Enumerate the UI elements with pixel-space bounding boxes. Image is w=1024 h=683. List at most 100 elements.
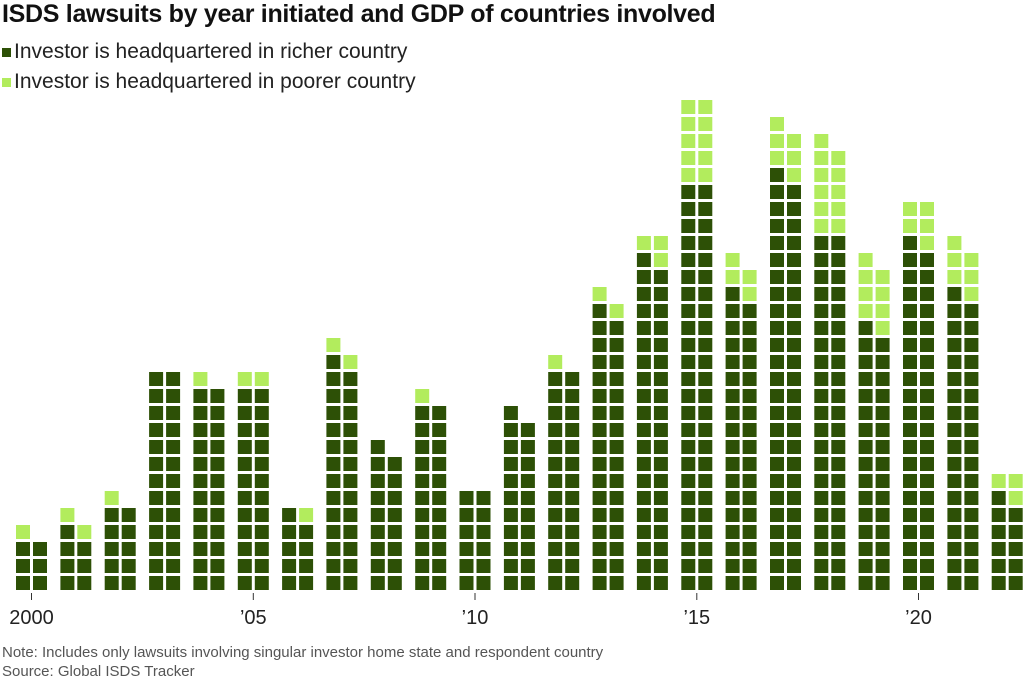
waffle-cell-richer bbox=[947, 406, 962, 420]
waffle-cell-richer bbox=[770, 406, 784, 420]
waffle-cell-richer bbox=[920, 474, 934, 488]
waffle-cell-richer bbox=[681, 440, 696, 454]
waffle-cell-richer bbox=[254, 542, 269, 556]
waffle-cell-poorer bbox=[681, 134, 696, 148]
waffle-cell-poorer bbox=[831, 219, 846, 233]
waffle-cell-poorer bbox=[787, 134, 801, 148]
waffle-cell-richer bbox=[210, 457, 225, 471]
waffle-cell-richer bbox=[770, 338, 784, 352]
waffle-cell-richer bbox=[964, 491, 979, 505]
waffle-cell-richer bbox=[725, 338, 740, 352]
waffle-cell-poorer bbox=[698, 117, 713, 131]
waffle-cell-richer bbox=[326, 542, 341, 556]
waffle-cell-richer bbox=[725, 525, 740, 539]
waffle-cell-richer bbox=[875, 491, 890, 505]
waffle-cell-richer bbox=[814, 457, 829, 471]
chart-title: ISDS lawsuits by year initiated and GDP … bbox=[2, 0, 716, 28]
waffle-cell-richer bbox=[16, 576, 30, 590]
waffle-cell-richer bbox=[520, 542, 535, 556]
waffle-cell-richer bbox=[920, 287, 934, 301]
waffle-cell-richer bbox=[787, 270, 801, 284]
waffle-cell-richer bbox=[770, 287, 784, 301]
waffle-cell-richer bbox=[681, 185, 696, 199]
waffle-cell-richer bbox=[858, 372, 873, 386]
waffle-cell-richer bbox=[343, 525, 358, 539]
waffle-cell-richer bbox=[787, 576, 801, 590]
waffle-cell-richer bbox=[875, 474, 890, 488]
waffle-cell-richer bbox=[370, 508, 385, 522]
waffle-cell-richer bbox=[592, 491, 607, 505]
waffle-cell-richer bbox=[698, 525, 713, 539]
waffle-cell-richer bbox=[520, 508, 535, 522]
waffle-cell-richer bbox=[742, 491, 757, 505]
waffle-cell-richer bbox=[964, 542, 979, 556]
waffle-cell-richer bbox=[166, 559, 181, 573]
waffle-cell-richer bbox=[459, 559, 474, 573]
waffle-cell-richer bbox=[166, 542, 181, 556]
waffle-cell-richer bbox=[503, 525, 518, 539]
waffle-cell-richer bbox=[343, 576, 358, 590]
waffle-cell-poorer bbox=[831, 151, 846, 165]
waffle-cell-richer bbox=[503, 508, 518, 522]
waffle-cell-richer bbox=[831, 321, 846, 335]
waffle-cell-richer bbox=[770, 542, 784, 556]
waffle-cell-richer bbox=[166, 440, 181, 454]
waffle-cell-richer bbox=[920, 423, 934, 437]
waffle-cell-richer bbox=[210, 491, 225, 505]
waffle-cell-richer bbox=[476, 542, 491, 556]
waffle-cell-poorer bbox=[653, 253, 668, 267]
waffle-cell-poorer bbox=[964, 270, 979, 284]
waffle-cell-poorer bbox=[814, 151, 829, 165]
waffle-cell-richer bbox=[920, 355, 934, 369]
waffle-cell-richer bbox=[592, 321, 607, 335]
waffle-cell-richer bbox=[698, 559, 713, 573]
waffle-cell-richer bbox=[920, 372, 934, 386]
waffle-cell-poorer bbox=[681, 168, 696, 182]
waffle-cell-richer bbox=[592, 372, 607, 386]
legend-item-richer: Investor is headquartered in richer coun… bbox=[2, 40, 407, 64]
waffle-cell-richer bbox=[814, 389, 829, 403]
waffle-cell-richer bbox=[698, 440, 713, 454]
waffle-cell-richer bbox=[787, 389, 801, 403]
waffle-cell-richer bbox=[193, 389, 208, 403]
waffle-cell-richer bbox=[237, 457, 252, 471]
waffle-cell-richer bbox=[742, 389, 757, 403]
waffle-cell-richer bbox=[193, 457, 208, 471]
waffle-cell-richer bbox=[903, 440, 917, 454]
waffle-cell-richer bbox=[875, 338, 890, 352]
waffle-cell-richer bbox=[149, 457, 164, 471]
waffle-cell-richer bbox=[725, 576, 740, 590]
waffle-cell-richer bbox=[964, 321, 979, 335]
waffle-cell-richer bbox=[503, 559, 518, 573]
waffle-cell-richer bbox=[636, 355, 651, 369]
waffle-cell-richer bbox=[787, 253, 801, 267]
waffle-cell-richer bbox=[520, 491, 535, 505]
waffle-cell-richer bbox=[636, 372, 651, 386]
waffle-cell-richer bbox=[326, 406, 341, 420]
waffle-cell-richer bbox=[299, 576, 314, 590]
waffle-cell-richer bbox=[1008, 525, 1023, 539]
waffle-cell-richer bbox=[193, 423, 208, 437]
waffle-cell-richer bbox=[947, 508, 962, 522]
waffle-cell-richer bbox=[653, 474, 668, 488]
waffle-cell-richer bbox=[121, 576, 136, 590]
waffle-cell-richer bbox=[476, 508, 491, 522]
waffle-cell-richer bbox=[831, 389, 846, 403]
waffle-cell-richer bbox=[787, 491, 801, 505]
waffle-cell-richer bbox=[698, 321, 713, 335]
waffle-cell-poorer bbox=[592, 287, 607, 301]
waffle-cell-richer bbox=[636, 474, 651, 488]
waffle-cell-richer bbox=[681, 372, 696, 386]
waffle-cell-richer bbox=[725, 372, 740, 386]
x-tick-label: ’15 bbox=[683, 607, 710, 629]
waffle-cell-richer bbox=[592, 355, 607, 369]
waffle-cell-richer bbox=[831, 423, 846, 437]
waffle-cell-poorer bbox=[725, 253, 740, 267]
waffle-cell-richer bbox=[592, 440, 607, 454]
waffle-cell-richer bbox=[698, 219, 713, 233]
waffle-cell-poorer bbox=[814, 202, 829, 216]
waffle-cell-richer bbox=[193, 440, 208, 454]
waffle-cell-richer bbox=[104, 542, 119, 556]
waffle-cell-richer bbox=[343, 474, 358, 488]
waffle-cell-richer bbox=[903, 304, 917, 318]
